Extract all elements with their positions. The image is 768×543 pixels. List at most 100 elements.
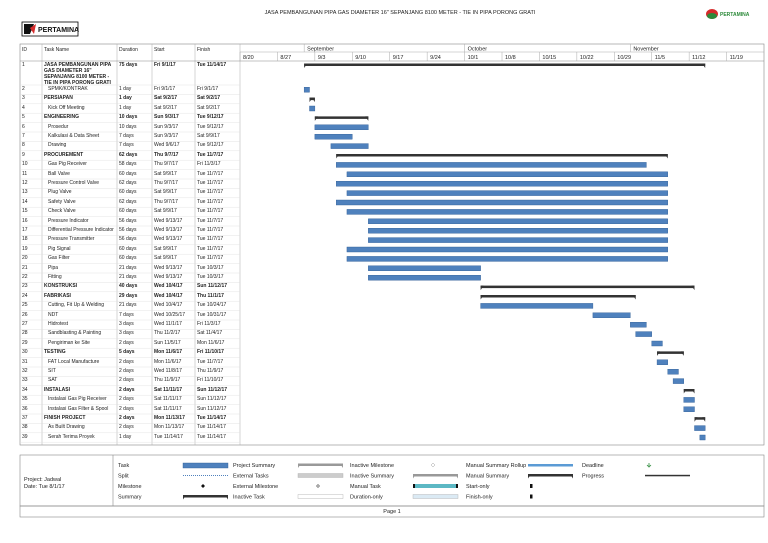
column-header: Task Name: [44, 47, 70, 53]
legend-symbol: [646, 463, 652, 468]
task-start: Fri 9/1/17: [154, 86, 176, 92]
task-start: Sat 9/9/17: [154, 245, 177, 252]
task-finish: Thu 11/9/17: [197, 368, 224, 374]
summary-cap: [480, 285, 484, 291]
task-name: Hidrotest: [48, 321, 69, 327]
task-bar: [672, 378, 684, 384]
summary-bar: [694, 417, 706, 420]
task-start: Wed 11/8/17: [154, 368, 182, 374]
task-duration: 1 day: [119, 86, 132, 92]
task-finish: Fri 11/3/17: [197, 321, 221, 327]
task-finish: Tue 11/7/17: [197, 255, 224, 262]
task-start: Mon 11/6/17: [154, 349, 183, 356]
task-finish: Tue 11/7/17: [197, 208, 224, 215]
legend-label: Inactive Summary: [350, 474, 394, 480]
summary-cap: [304, 63, 308, 68]
week-label: 9/17: [393, 55, 404, 61]
task-finish: Sun 11/12/17: [197, 386, 228, 393]
task-bar: [651, 340, 663, 347]
table-border: [19, 43, 765, 446]
task-name: Safety Valve: [48, 198, 76, 205]
task-duration: 60 days: [119, 245, 137, 252]
task-id: 34: [22, 386, 28, 393]
task-finish: Sun 11/12/17: [197, 283, 228, 290]
legend-symbol: [413, 484, 458, 488]
task-id: 12: [22, 180, 28, 186]
summary-cap: [632, 295, 636, 300]
task-bar: [314, 133, 353, 140]
task-name: Pig Signal: [48, 245, 71, 252]
task-duration: 1 day: [119, 104, 132, 111]
task-duration: 60 days: [119, 189, 137, 196]
logo-box: [21, 21, 79, 37]
legend-symbol: [456, 484, 458, 488]
task-finish: Tue 11/7/17: [197, 198, 224, 205]
task-name: KONSTRUKSI: [44, 283, 78, 290]
task-start: Wed 10/25/17: [154, 311, 186, 318]
legend-project: Project: Jadwal: [24, 477, 61, 483]
task-id: 9: [22, 151, 25, 158]
task-start: Wed 9/13/17: [154, 227, 183, 233]
task-start: Sat 11/11/17: [154, 405, 182, 412]
week-label: 9/24: [430, 55, 441, 61]
week-label: 10/15: [542, 55, 556, 61]
task-id: 19: [22, 245, 28, 252]
task-finish: Fri 11/3/17: [197, 161, 221, 168]
task-bar: [683, 406, 695, 412]
task-bar: [368, 265, 481, 271]
legend-symbol: [183, 495, 186, 500]
month-label: November: [633, 47, 659, 53]
task-bar: [346, 246, 668, 253]
task-name: SAT: [48, 377, 58, 384]
task-duration: 2 days: [119, 386, 135, 393]
task-name: Gas Filter: [48, 255, 70, 262]
task-name: Instalasi Gas Pig Receiver: [48, 396, 107, 403]
summary-bar: [336, 154, 668, 157]
week-label: 8/27: [280, 55, 291, 61]
task-start: Wed 9/13/17: [154, 236, 183, 243]
legend-symbol: [412, 494, 459, 499]
summary-cap: [309, 97, 313, 103]
task-bar: [635, 331, 652, 337]
task-finish: Tue 10/3/17: [197, 264, 224, 271]
task-name: Drawing: [48, 142, 67, 149]
task-id: 10: [22, 161, 28, 168]
task-duration: 3 days: [119, 321, 134, 327]
task-name: Ball Valve: [48, 170, 70, 177]
summary-cap: [680, 351, 684, 356]
task-name: As Built Drawing: [48, 424, 85, 431]
task-name: Instalasi Gas Filter & Spool: [48, 405, 109, 412]
task-name: PROCUREMENT: [44, 151, 84, 158]
task-id: 3: [22, 95, 25, 102]
task-finish: Tue 11/14/17: [197, 424, 226, 431]
legend-symbol: [455, 474, 458, 479]
task-id: 2: [22, 86, 25, 92]
task-name: Pengiriman ke Site: [48, 339, 90, 346]
task-id: 16: [22, 217, 28, 224]
legend-label: Inactive Task: [233, 495, 265, 501]
task-finish: Tue 9/12/17: [197, 114, 224, 121]
task-id: 23: [22, 283, 28, 290]
task-name: FABRIKASI: [44, 292, 71, 299]
task-start: Thu 11/2/17: [154, 330, 181, 337]
task-finish: Tue 11/7/17: [197, 189, 224, 196]
task-duration: 62 days: [119, 151, 138, 158]
week-label: 9/3: [318, 55, 326, 61]
legend-label: Manual Task: [350, 484, 381, 490]
summary-bar: [314, 116, 369, 119]
task-bar: [309, 105, 316, 112]
legend-date: Date: Tue 8/1/17: [24, 484, 65, 490]
legend-label: Split: [118, 474, 129, 480]
legend-label: External Milestone: [233, 484, 278, 490]
task-id: 8: [22, 142, 25, 149]
task-bar: [683, 397, 695, 403]
page-title: JASA PEMBANGUNAN PIPA GAS DIAMETER 16" S…: [265, 10, 536, 16]
logo-emblem: [24, 24, 34, 34]
task-name: Pressure Transmitter: [48, 236, 95, 243]
summary-bar: [309, 97, 315, 101]
task-name: FAT Local Manufacture: [48, 358, 100, 365]
task-id: 4: [22, 104, 25, 111]
task-bar: [346, 190, 668, 196]
month-label: September: [307, 47, 334, 53]
